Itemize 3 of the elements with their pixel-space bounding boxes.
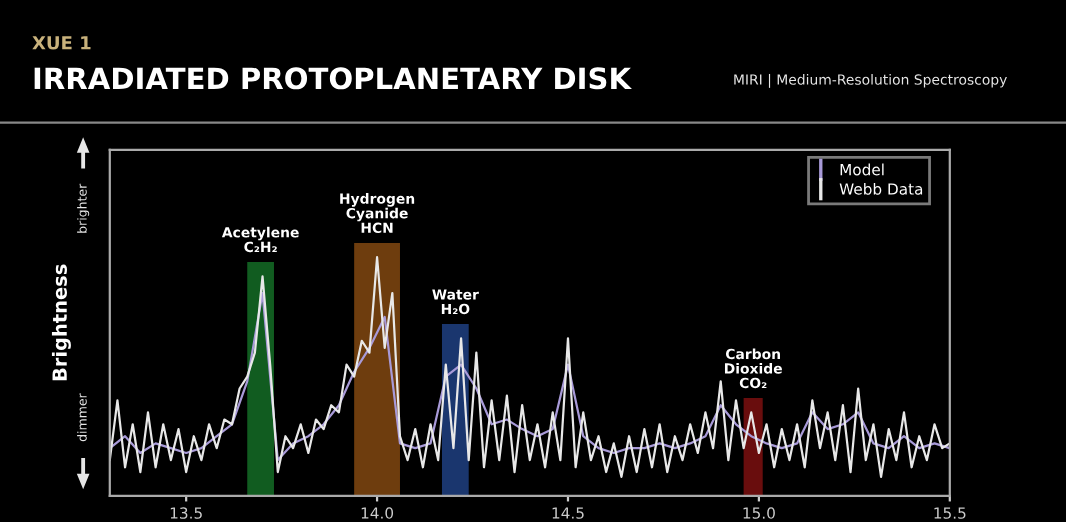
y-axis-title: Brightness xyxy=(51,264,71,381)
chart-title: IRRADIATED PROTOPLANETARY DISK xyxy=(34,67,632,90)
chart-subtitle: XUE 1 xyxy=(32,36,91,50)
